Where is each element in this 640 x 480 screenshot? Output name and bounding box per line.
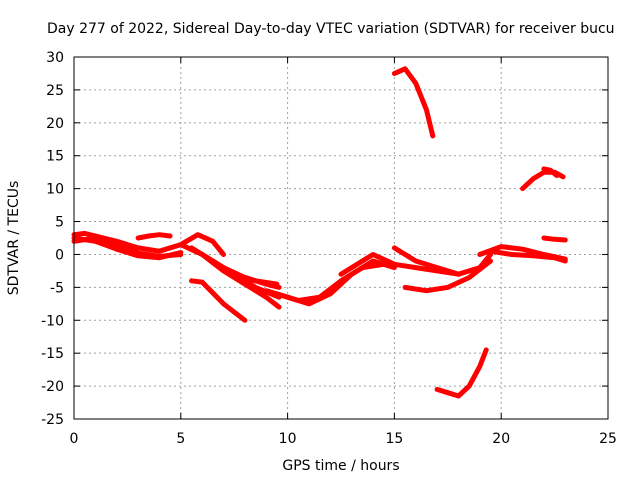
series-track-8 xyxy=(210,258,280,287)
series-track-1 xyxy=(71,230,226,257)
series-track-3 xyxy=(71,235,184,261)
y-tick-label: -20 xyxy=(41,379,64,395)
series-track-18 xyxy=(391,66,436,139)
series-track-9 xyxy=(189,278,248,323)
x-tick-label: 20 xyxy=(492,431,510,447)
series-track-19 xyxy=(434,347,489,399)
x-tick-label: 15 xyxy=(385,431,403,447)
y-tick-label: -15 xyxy=(41,346,64,362)
series-track-11 xyxy=(274,261,387,303)
series-track-12 xyxy=(338,252,461,277)
y-tick-label: 30 xyxy=(46,50,64,66)
y-tick-label: 25 xyxy=(46,83,64,99)
y-axis-label: SDTVAR / TECUs xyxy=(6,181,22,296)
y-tick-label: 20 xyxy=(46,116,64,132)
series-track-4 xyxy=(135,232,173,241)
plot-frame xyxy=(73,56,609,420)
x-tick-label: 10 xyxy=(279,431,297,447)
y-tick-label: 0 xyxy=(55,247,64,263)
x-axis-label: GPS time / hours xyxy=(282,458,399,474)
x-tick-label: 0 xyxy=(70,431,79,447)
y-tick-label: 10 xyxy=(46,182,64,198)
chart-title: Day 277 of 2022, Sidereal Day-to-day VTE… xyxy=(47,21,615,37)
y-tick-label: 5 xyxy=(55,215,64,231)
y-tick-label: -25 xyxy=(41,412,64,428)
series-track-16 xyxy=(488,248,568,264)
y-tick-label: -10 xyxy=(41,313,64,329)
grid xyxy=(74,57,608,419)
series-group xyxy=(71,66,568,399)
axis-ticks: 0 5 10 15 20 25 -25 -20 -15 -10 -5 0 5 10 15 20 25 30 xyxy=(41,50,617,447)
series-track-17 xyxy=(541,235,568,243)
series-track-14 xyxy=(402,258,493,294)
x-tick-label: 25 xyxy=(599,431,617,447)
series-track-21 xyxy=(541,166,560,178)
y-tick-label: 15 xyxy=(46,149,64,165)
y-tick-label: -5 xyxy=(50,280,64,296)
x-tick-label: 5 xyxy=(176,431,185,447)
